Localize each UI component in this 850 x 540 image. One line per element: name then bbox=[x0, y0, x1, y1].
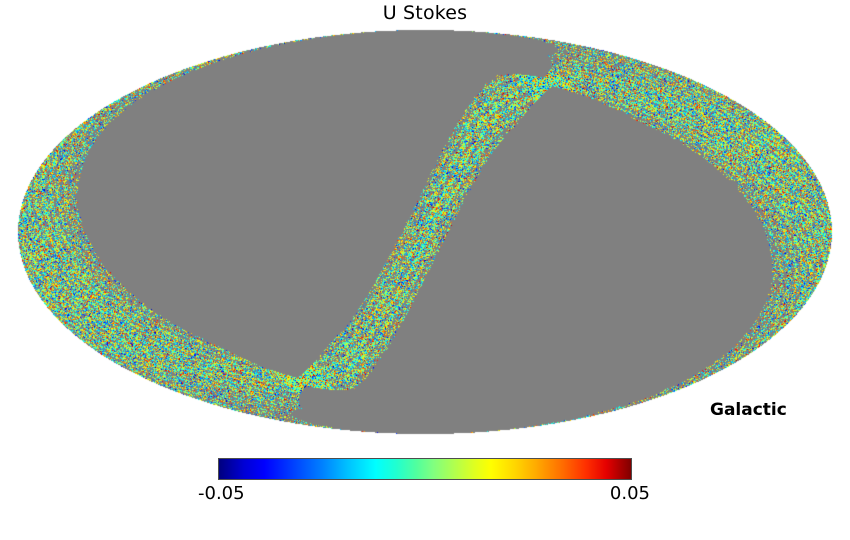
colorbar-max-label: 0.05 bbox=[609, 483, 650, 504]
colorbar-min-label: -0.05 bbox=[198, 483, 245, 504]
colorbar-tick-labels: -0.05 0.05 bbox=[198, 483, 650, 505]
colorbar-gradient bbox=[218, 458, 632, 480]
coordinate-system-label: Galactic bbox=[710, 400, 787, 420]
mollweide-sky-map bbox=[0, 0, 850, 450]
colorbar: -0.05 0.05 bbox=[198, 458, 650, 505]
